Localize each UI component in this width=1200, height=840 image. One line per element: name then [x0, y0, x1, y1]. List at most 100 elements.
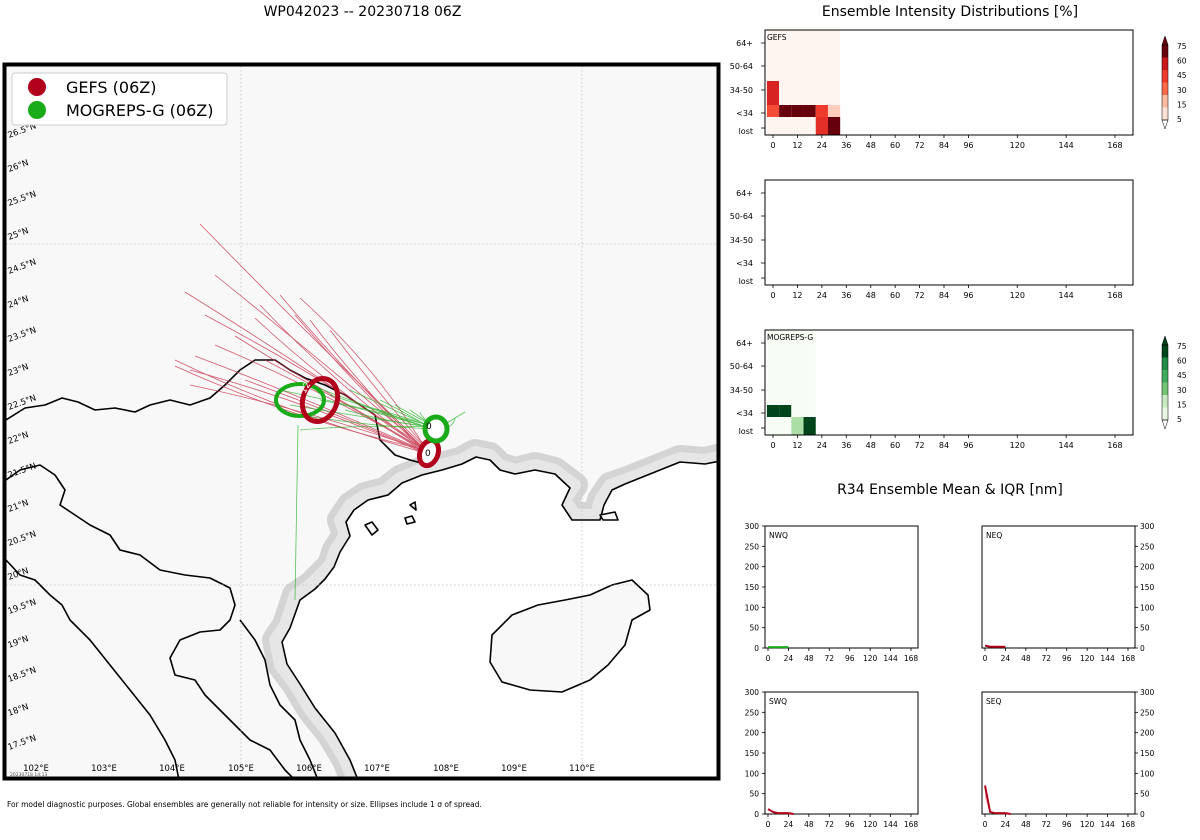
- x-tick-label: 36: [841, 441, 851, 450]
- x-tick-label: 168: [1107, 441, 1122, 450]
- x-tick-label: 0: [770, 441, 775, 450]
- row-label: <34: [736, 109, 753, 118]
- row-label: 64+: [736, 339, 753, 348]
- mogreps-ellipse-label-start: 0: [426, 422, 432, 432]
- footnote: For model diagnostic purposes. Global en…: [7, 800, 482, 809]
- heatmap-cell: [791, 117, 804, 135]
- heatmap-cell: [803, 117, 816, 135]
- heatmap-cell: [791, 381, 804, 405]
- gefs-member-track: [214, 344, 430, 454]
- x-tick-label: 120: [1010, 441, 1025, 450]
- gefs-member-track: [174, 365, 430, 452]
- heatmap-cell: [779, 105, 792, 117]
- panel-name: MOGREPS-G: [767, 333, 813, 342]
- row-label: lost: [739, 127, 753, 136]
- heatmap-cell: [815, 57, 828, 81]
- gefs-ellipse-mid: [299, 376, 341, 424]
- legend-mogreps-label: MOGREPS-G (06Z): [66, 101, 213, 120]
- quadrant-label: NWQ: [769, 531, 788, 540]
- x-tick-label: 48: [1021, 820, 1031, 829]
- heatmap-cell: [815, 81, 828, 105]
- heatmap-cell: [791, 30, 804, 57]
- x-tick-label: 96: [963, 441, 973, 450]
- heatmap-cell: [779, 405, 792, 417]
- legend-gefs-marker: [28, 78, 46, 96]
- y-tick-label: 250: [1140, 708, 1155, 717]
- row-label: 50-64: [730, 212, 753, 221]
- lon-label: 107°E: [364, 764, 390, 774]
- heatmap-cell: [791, 330, 804, 357]
- y-tick-label: 0: [754, 644, 759, 653]
- x-tick-label: 168: [1121, 820, 1136, 829]
- colorbar-segment: [1162, 70, 1168, 83]
- heatmap-cell: [791, 57, 804, 81]
- colorbar-tick-label: 15: [1177, 100, 1187, 109]
- x-tick-label: 24: [817, 291, 827, 300]
- x-tick-label: 48: [804, 654, 814, 663]
- heatmap-cell: [815, 117, 828, 135]
- x-tick-label: 48: [866, 441, 876, 450]
- y-tick-label: 200: [1140, 729, 1155, 738]
- y-tick-label: 150: [745, 583, 760, 592]
- map-legend: GEFS (06Z) MOGREPS-G (06Z): [11, 72, 228, 126]
- x-tick-label: 24: [817, 141, 827, 150]
- r34-mean-line: [767, 808, 794, 815]
- x-tick-label: 24: [1001, 820, 1011, 829]
- r34-title: R34 Ensemble Mean & IQR [nm]: [837, 482, 1063, 498]
- x-tick-label: 48: [804, 820, 814, 829]
- heatmap-cell: [766, 105, 780, 117]
- colorbar-segment: [1162, 345, 1168, 358]
- quadrant-label: SEQ: [986, 697, 1001, 706]
- lon-label: 103°E: [91, 764, 117, 774]
- x-tick-label: 120: [1010, 141, 1025, 150]
- mogreps-member-track: [299, 414, 437, 430]
- colorbar-segment: [1162, 407, 1168, 420]
- y-tick-label: 300: [745, 688, 760, 697]
- heatmap-cell: [791, 357, 804, 381]
- gefs-member-track: [194, 355, 430, 454]
- heatmap-cell: [766, 357, 780, 381]
- colorbar-tick-label: 15: [1177, 400, 1187, 409]
- row-label: 34-50: [730, 386, 753, 395]
- x-tick-label: 120: [863, 654, 878, 663]
- y-tick-label: 300: [745, 522, 760, 531]
- heatmap-cell: [827, 117, 841, 135]
- x-tick-label: 144: [1059, 291, 1074, 300]
- heatmap-cell: [766, 405, 780, 417]
- heatmap-cell: [803, 381, 816, 405]
- x-tick-label: 72: [1042, 820, 1052, 829]
- heatmap-cell: [803, 417, 816, 435]
- gefs-member-track: [299, 297, 430, 455]
- legend-mogreps-marker: [28, 101, 46, 119]
- y-tick-label: 0: [754, 810, 759, 819]
- x-tick-label: 144: [1059, 441, 1074, 450]
- gefs-ellipse-label-start: 0: [425, 449, 431, 459]
- heatmap-cell: [815, 30, 828, 57]
- y-tick-label: 50: [1140, 624, 1150, 633]
- colorbar-segment: [1162, 57, 1168, 70]
- gefs-member-track: [264, 359, 430, 456]
- heatmap-cell: [791, 81, 804, 105]
- colorbar-tick-label: 5: [1177, 115, 1182, 124]
- heatmap-cell: [803, 357, 816, 381]
- row-label: 50-64: [730, 62, 753, 71]
- colorbar-segment: [1162, 357, 1168, 370]
- y-tick-label: 50: [1140, 790, 1150, 799]
- x-tick-label: 144: [883, 820, 898, 829]
- row-label: <34: [736, 409, 753, 418]
- gefs-member-track: [309, 319, 430, 456]
- sea-area: [282, 457, 718, 778]
- colorbar-tick-label: 60: [1177, 57, 1187, 66]
- heatmap-cell: [779, 81, 792, 105]
- x-tick-label: 120: [1010, 291, 1025, 300]
- x-tick-label: 0: [770, 291, 775, 300]
- intensity-title: Ensemble Intensity Distributions [%]: [821, 4, 1079, 20]
- heatmap-cell: [779, 30, 792, 57]
- r34-swq-panel: SWQ 0 50 100 150 200 250 300 0 24 48 72 96 120 144 168: [745, 688, 919, 829]
- x-tick-label: 48: [866, 291, 876, 300]
- y-tick-label: 0: [1140, 810, 1145, 819]
- mogreps-colorbar: 75 60 45 30 15 5: [1161, 335, 1187, 430]
- colorbar-tick-label: 75: [1177, 342, 1187, 351]
- colorbar-tick-label: 60: [1177, 357, 1187, 366]
